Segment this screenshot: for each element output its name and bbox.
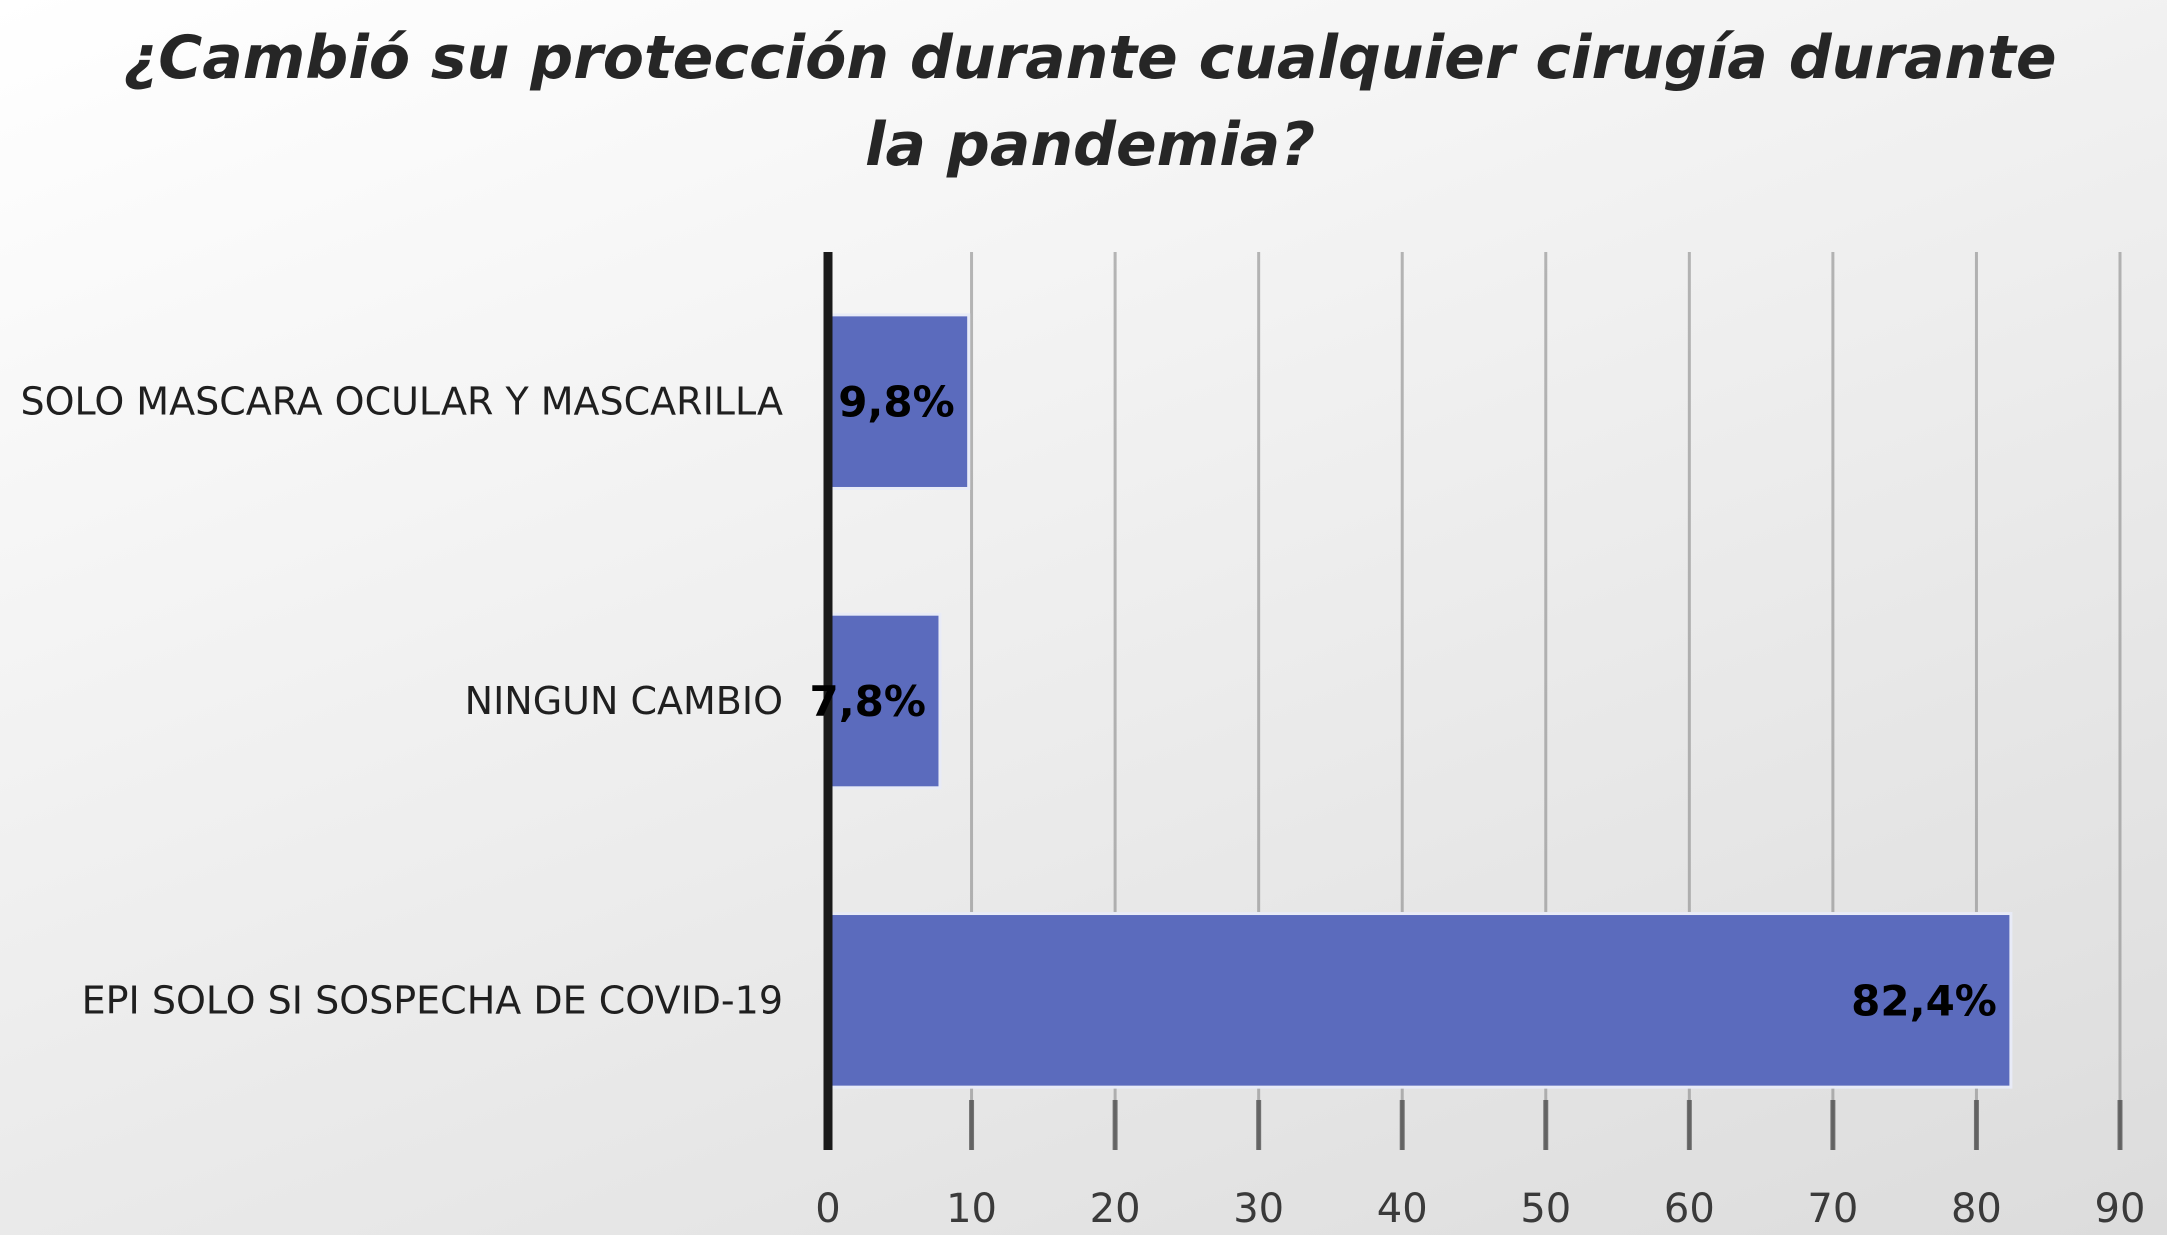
- chart-title-line-2: la pandemia?: [865, 110, 1315, 180]
- bar-3: [826, 912, 2013, 1089]
- category-label-2: NINGUN CAMBIO: [465, 679, 783, 723]
- x-tick-label-40: 40: [1377, 1186, 1428, 1232]
- data-label-1: 9,8%: [838, 378, 954, 427]
- data-label-3: 82,4%: [1851, 976, 1997, 1025]
- category-label-3: EPI SOLO SI SOSPECHA DE COVID-19: [82, 978, 783, 1022]
- x-tick-label-50: 50: [1520, 1186, 1571, 1232]
- data-labels: 9,8% 7,8% 82,4%: [809, 378, 1996, 1026]
- chart-title-line-1: ¿Cambió su protección durante cualquier …: [123, 23, 2056, 93]
- bar-2: [826, 612, 942, 790]
- bar-1: [826, 313, 971, 490]
- category-labels: SOLO MASCARA OCULAR Y MASCARILLA NINGUN C…: [20, 380, 783, 1023]
- x-tick-label-20: 20: [1090, 1186, 1141, 1232]
- x-tick-labels: 0 10 20 30 40 50 60 70 80 90: [815, 1186, 2145, 1232]
- x-tick-label-60: 60: [1664, 1186, 1715, 1232]
- bars: [826, 313, 2013, 1089]
- category-label-1: SOLO MASCARA OCULAR Y MASCARILLA: [20, 380, 783, 424]
- x-tick-label-10: 10: [946, 1186, 997, 1232]
- x-tick-label-80: 80: [1951, 1186, 2002, 1232]
- chart-title: ¿Cambió su protección durante cualquier …: [123, 23, 2056, 180]
- x-tick-label-30: 30: [1233, 1186, 1284, 1232]
- x-tick-label-90: 90: [2095, 1186, 2146, 1232]
- x-tick-label-0: 0: [815, 1186, 840, 1232]
- x-tick-label-70: 70: [1807, 1186, 1858, 1232]
- data-label-2: 7,8%: [809, 677, 925, 726]
